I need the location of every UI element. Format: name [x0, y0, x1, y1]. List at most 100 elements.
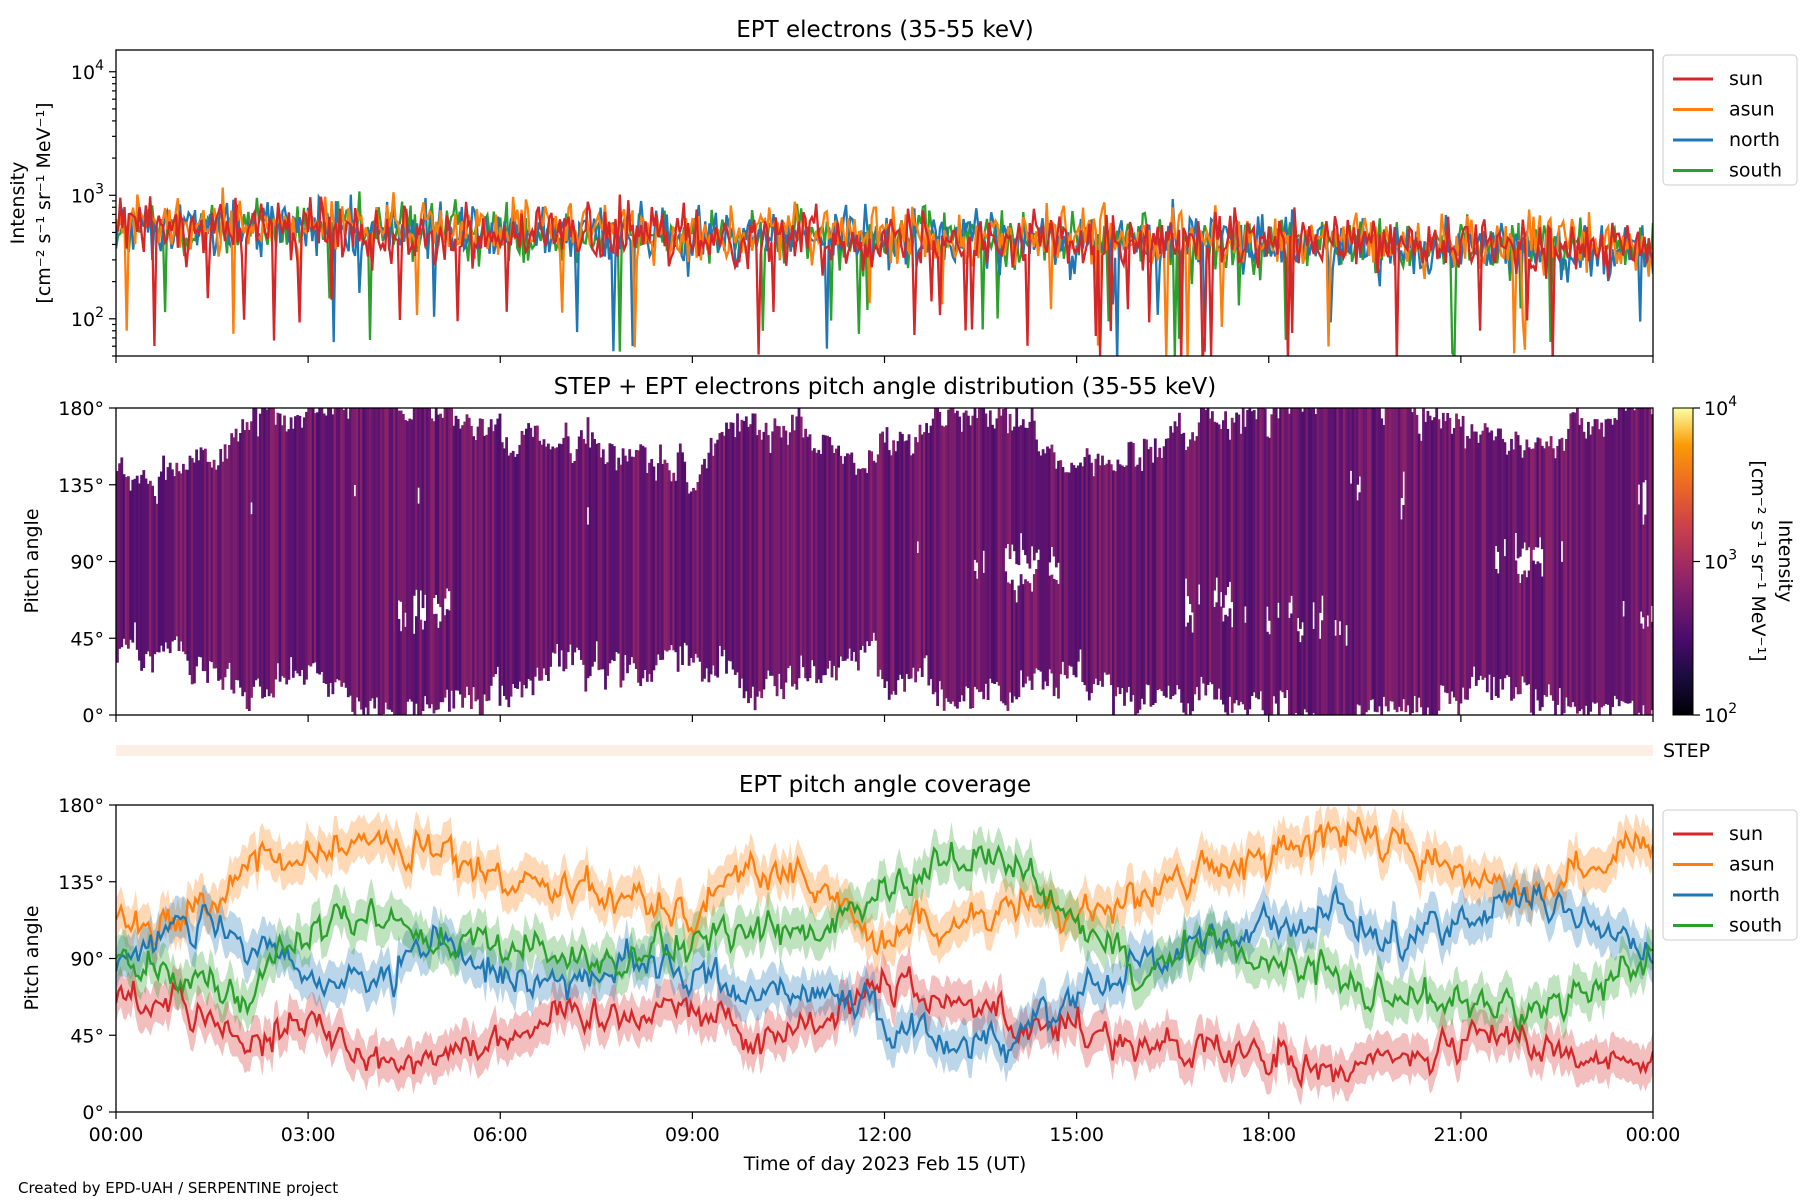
- heatmap-cell: [788, 432, 792, 666]
- heatmap-cell: [360, 408, 363, 710]
- xtick-label: 03:00: [281, 1124, 336, 1146]
- heatmap-cell: [1303, 408, 1307, 710]
- heatmap-cell: [986, 426, 990, 700]
- heatmap-cell: [1263, 408, 1267, 715]
- heatmap-cell: [1400, 408, 1403, 499]
- heatmap-cell: [978, 408, 981, 693]
- heatmap-cell: [667, 470, 671, 651]
- heatmap-cell: [182, 463, 185, 652]
- heatmap-cell: [265, 409, 269, 690]
- heatmap-cell: [256, 436, 260, 679]
- legend-label-asun: asun: [1729, 99, 1775, 121]
- heatmap-cell: [1277, 617, 1280, 715]
- panel1-frame: [115, 49, 1654, 357]
- heatmap-cell: [1499, 428, 1502, 680]
- heatmap-cell: [1164, 438, 1168, 698]
- heatmap-cell: [1015, 408, 1019, 565]
- legend-label-north: north: [1729, 129, 1780, 151]
- heatmap-cell: [1395, 408, 1399, 713]
- heatmap-cell: [289, 417, 293, 658]
- heatmap-cell: [1624, 410, 1628, 704]
- heatmap-cell: [151, 485, 154, 673]
- heatmap-cell: [1532, 448, 1535, 550]
- heatmap-cell: [1382, 425, 1386, 697]
- xtick-label: 21:00: [1433, 1124, 1488, 1146]
- heatmap-cell: [892, 440, 895, 692]
- heatmap-cell: [1419, 440, 1423, 708]
- heatmap-cell: [344, 408, 348, 688]
- heatmap-cell: [1037, 451, 1041, 550]
- heatmap-cell: [714, 443, 717, 676]
- series-line-north: [116, 881, 1653, 1064]
- heatmap-cell: [709, 437, 713, 675]
- heatmap-cell: [982, 572, 986, 700]
- heatmap-cell: [291, 428, 295, 678]
- heatmap-cell: [997, 408, 1001, 686]
- heatmap-cell: [349, 408, 352, 696]
- heatmap-cell: [318, 408, 322, 675]
- heatmap-cell: [670, 481, 673, 646]
- heatmap-cell: [949, 408, 953, 704]
- heatmap-cell: [536, 425, 539, 668]
- heatmap-cell: [872, 460, 876, 633]
- heatmap-cell: [1371, 408, 1375, 700]
- heatmap-cell: [1228, 608, 1232, 697]
- heatmap-cell: [415, 616, 418, 704]
- heatmap-cell: [1072, 465, 1076, 676]
- heatmap-cell: [1358, 492, 1362, 706]
- heatmap-cell: [1318, 638, 1322, 715]
- heatmap-cell: [144, 478, 148, 655]
- heatmap-cell: [1646, 408, 1650, 616]
- heatmap-cell: [1554, 458, 1557, 715]
- heatmap-cell: [813, 448, 816, 667]
- heatmap-cell: [810, 450, 814, 661]
- heatmap-cell: [243, 430, 247, 693]
- series-line-sun: [116, 965, 1653, 1090]
- heatmap-cell: [890, 455, 893, 695]
- heatmap-cell: [868, 450, 871, 646]
- heatmap-cell: [171, 469, 174, 642]
- xtick-label: 12:00: [857, 1124, 912, 1146]
- heatmap-cell: [274, 424, 278, 680]
- heatmap-cell: [390, 408, 394, 712]
- colorbar-label: Intensity: [1774, 520, 1796, 603]
- heatmap-cell: [1030, 408, 1034, 547]
- heatmap-cell: [876, 454, 880, 677]
- heatmap-cell: [916, 442, 920, 542]
- heatmap-cell: [749, 424, 753, 699]
- heatmap-cell: [887, 450, 891, 700]
- heatmap-cell: [951, 408, 955, 702]
- heatmap-cell: [881, 431, 884, 680]
- heatmap-cell: [1567, 428, 1570, 707]
- heatmap-cell: [146, 483, 150, 652]
- ytick-exponent: 2: [95, 305, 104, 321]
- heatmap-cell: [824, 435, 827, 676]
- heatmap-cell: [705, 468, 709, 669]
- heatmap-cell: [1393, 408, 1397, 710]
- heatmap-cell: [1277, 418, 1280, 603]
- heatmap-cell: [883, 442, 887, 688]
- heatmap-cell: [230, 433, 234, 690]
- heatmap-cell: [542, 439, 546, 669]
- panel2-title: STEP + EPT electrons pitch angle distrib…: [554, 374, 1216, 400]
- heatmap-cell: [973, 408, 977, 560]
- heatmap-cell: [760, 439, 764, 699]
- heatmap-cell: [1206, 408, 1210, 685]
- heatmap-cell: [610, 444, 614, 660]
- x-axis-label: Time of day 2023 Feb 15 (UT): [743, 1153, 1027, 1175]
- heatmap-cell: [1013, 590, 1016, 697]
- heatmap-cell: [1318, 408, 1322, 613]
- heatmap-cell: [1435, 408, 1439, 715]
- heatmap-cell: [1549, 436, 1553, 696]
- heatmap-cell: [1639, 408, 1643, 612]
- heatmap-cell: [450, 408, 453, 691]
- heatmap-cell: [1079, 462, 1082, 650]
- heatmap-cell: [401, 414, 405, 715]
- heatmap-cell: [1129, 441, 1133, 702]
- panel3-x-axis: 00:00 03:00 06:00 09:00 12:00 15:00 18:00 21:00…: [89, 1112, 1680, 1146]
- heatmap-cell: [164, 479, 168, 643]
- heatmap-cell: [1063, 472, 1067, 676]
- heatmap-cell: [1452, 428, 1456, 698]
- heatmap-cell: [909, 455, 913, 679]
